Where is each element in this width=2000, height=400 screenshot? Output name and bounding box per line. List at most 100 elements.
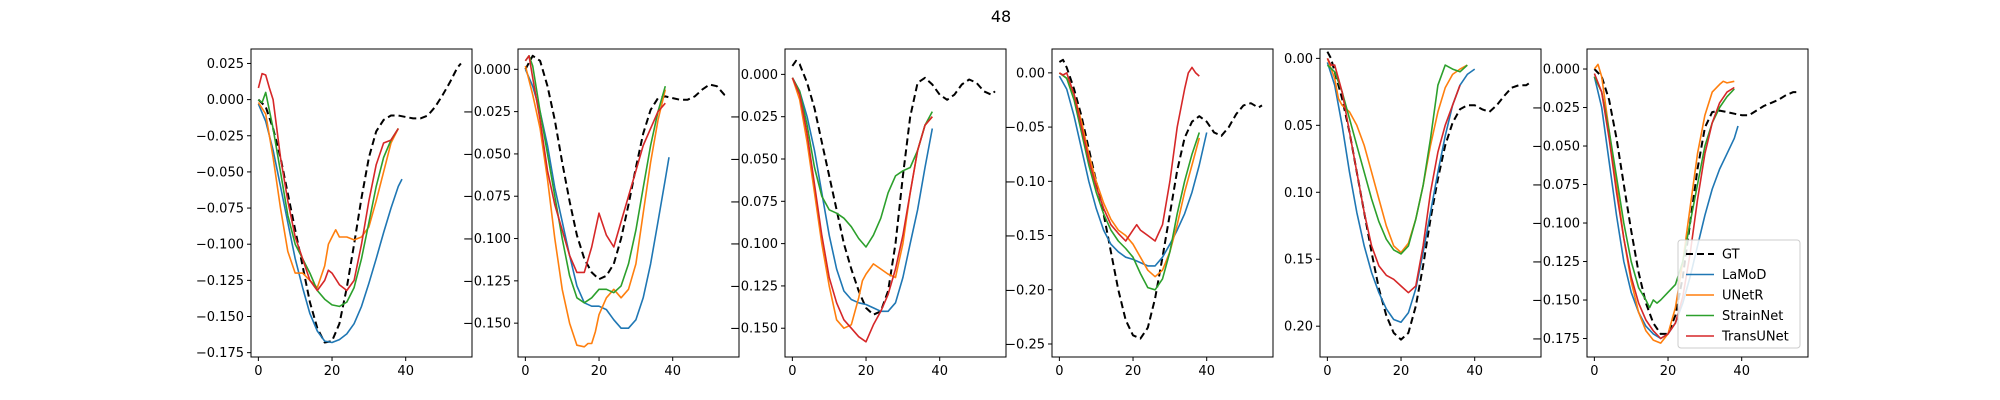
y-tick-label: −0.025 xyxy=(1532,101,1580,116)
legend-label-lamod: LaMoD xyxy=(1722,268,1766,283)
subplot-5: 0 20 40 0.00 0.05 0.10 0.15 0.20 xyxy=(1284,48,1542,379)
y-tick-label: −0.050 xyxy=(463,147,511,162)
y-tick-label: −0.100 xyxy=(463,232,511,247)
y-tick-label: 0.000 xyxy=(741,68,778,83)
axes-frame xyxy=(1586,48,1809,358)
y-tick-label: 0.000 xyxy=(207,93,244,108)
series-line-strainnet xyxy=(524,54,667,304)
series-line-strainnet xyxy=(1593,76,1735,309)
legend-label-unetr: UNetR xyxy=(1722,289,1763,304)
y-tick-label: 0.00 xyxy=(1016,66,1045,81)
y-tick-label: −0.025 xyxy=(730,110,778,125)
x-tick-label: 40 xyxy=(397,364,414,379)
y-tick-label: 0.025 xyxy=(207,57,244,72)
legend-label-transunet: TransUNet xyxy=(1721,330,1789,345)
y-tick-label: −0.075 xyxy=(1532,178,1580,193)
series-line-gt xyxy=(524,54,729,281)
y-tick-label: −0.025 xyxy=(196,129,244,144)
x-tick-label: 0 xyxy=(788,364,796,379)
series-line-transunet xyxy=(1593,73,1735,340)
x-tick-label: 20 xyxy=(1393,364,1410,379)
x-tick-label: 20 xyxy=(1660,364,1677,379)
y-tick-label: −0.125 xyxy=(1532,255,1580,270)
series-line-gt xyxy=(1058,58,1263,340)
y-tick-label: 0.000 xyxy=(1543,63,1580,78)
y-tick-label: −0.10 xyxy=(1005,175,1045,190)
series-line-lamod xyxy=(257,103,403,344)
y-tick-label: 0.05 xyxy=(1284,119,1313,134)
y-tick-label: 0.15 xyxy=(1284,253,1313,268)
series-line-transunet xyxy=(257,72,399,292)
series-line-lamod xyxy=(524,68,670,330)
series-line-unetr xyxy=(524,65,667,348)
y-tick-label: −0.175 xyxy=(1532,332,1580,347)
y-tick-label: −0.15 xyxy=(1005,229,1045,244)
legend-label-gt: GT xyxy=(1722,248,1740,263)
subplot-3: 0 20 40 0.000 −0.025 −0.050 −0.075 −0.100 −0.125… xyxy=(730,48,1007,379)
x-tick-label: 40 xyxy=(1198,364,1215,379)
y-tick-label: 0.00 xyxy=(1284,52,1313,67)
y-tick-label: −0.20 xyxy=(1005,283,1045,298)
y-tick-label: −0.05 xyxy=(1005,121,1045,136)
x-tick-label: 20 xyxy=(1125,364,1142,379)
y-tick-label: 0.20 xyxy=(1284,320,1313,335)
y-tick-label: −0.075 xyxy=(730,195,778,210)
axes-frame xyxy=(517,48,740,358)
series-line-strainnet xyxy=(791,77,934,248)
series-line-gt xyxy=(257,62,462,344)
y-tick-label: −0.075 xyxy=(463,190,511,205)
x-tick-label: 40 xyxy=(931,364,948,379)
y-tick-label: −0.150 xyxy=(1532,294,1580,309)
y-tick-label: −0.050 xyxy=(196,165,244,180)
x-tick-label: 40 xyxy=(664,364,681,379)
y-tick-label: −0.100 xyxy=(196,238,244,253)
x-tick-label: 0 xyxy=(1590,364,1598,379)
legend-box xyxy=(1677,239,1801,349)
axes-frame xyxy=(250,48,473,358)
x-tick-label: 20 xyxy=(324,364,341,379)
series-line-unetr xyxy=(1058,72,1201,278)
subplot-grid: 0 20 400.0250.000−0.025−0.050−0.075−0.100−… xyxy=(196,48,1809,379)
x-tick-label: 0 xyxy=(1323,364,1331,379)
series-line-transunet xyxy=(1326,58,1461,294)
subplot-6: 0 20 40 0.000 −0.025 −0.050 −0.075 −0.100 −0.125… xyxy=(1532,48,1809,379)
y-tick-label: −0.050 xyxy=(730,153,778,168)
x-tick-label: 0 xyxy=(521,364,529,379)
series-line-strainnet xyxy=(1326,64,1468,255)
legend-label-strainnet: StrainNet xyxy=(1722,309,1783,324)
series-line-transunet xyxy=(524,54,666,274)
y-tick-label: −0.150 xyxy=(196,310,244,325)
y-tick-label: −0.125 xyxy=(196,274,244,289)
series-line-unetr xyxy=(257,102,400,289)
subplot-2: 0 20 40 0.000 −0.025 −0.050 −0.075 −0.100 −0.125… xyxy=(463,48,740,379)
series-line-gt xyxy=(1593,68,1797,335)
series-line-strainnet xyxy=(257,91,399,308)
axes-frame xyxy=(1319,48,1542,358)
y-tick-label: −0.175 xyxy=(196,346,244,361)
y-tick-label: 0.10 xyxy=(1284,186,1313,201)
series-line-gt xyxy=(1326,51,1531,341)
y-tick-label: −0.100 xyxy=(730,237,778,252)
series-line-lamod xyxy=(791,77,934,313)
x-tick-label: 40 xyxy=(1733,364,1750,379)
y-tick-label: −0.150 xyxy=(730,322,778,337)
y-tick-label: −0.025 xyxy=(463,105,511,120)
y-tick-label: −0.050 xyxy=(1532,140,1580,155)
x-tick-label: 0 xyxy=(254,364,262,379)
legend: GT LaMoD UNetR StrainNet TransUNet xyxy=(1677,239,1801,349)
y-tick-label: −0.150 xyxy=(463,317,511,332)
series-line-gt xyxy=(791,59,996,316)
x-tick-label: 0 xyxy=(1055,364,1063,379)
series-line-lamod xyxy=(1326,62,1476,324)
axes-frame xyxy=(784,48,1007,358)
y-tick-label: 0.000 xyxy=(474,63,511,78)
figure-title: 48 xyxy=(991,7,1011,26)
subplot-4: 0 20 40 0.00 −0.05 −0.10 −0.15 −0.20 −0.25 xyxy=(1005,48,1274,379)
subplot-1: 0 20 40 0.025 0.000 −0.025 −0.050 −0.075 −0.100 −… xyxy=(196,48,473,379)
y-tick-label: −0.075 xyxy=(196,202,244,217)
y-tick-label: −0.25 xyxy=(1005,337,1045,352)
series-line-transunet xyxy=(1058,66,1200,242)
y-tick-label: −0.125 xyxy=(463,274,511,289)
x-tick-label: 20 xyxy=(858,364,875,379)
